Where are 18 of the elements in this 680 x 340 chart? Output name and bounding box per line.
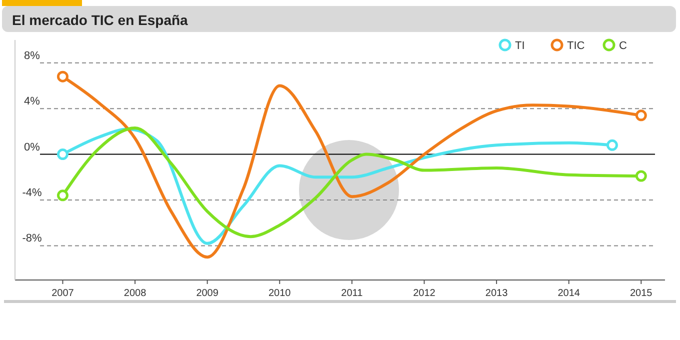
- x-tick-label: 2010: [268, 288, 292, 299]
- y-tick-label: 8%: [24, 50, 40, 62]
- x-tick-label: 2012: [413, 288, 436, 299]
- x-tick-label: 2007: [52, 288, 74, 299]
- x-tick-label: 2015: [630, 288, 653, 299]
- y-tick-label: -4%: [22, 187, 42, 199]
- x-tick-label: 2009: [196, 288, 219, 299]
- y-tick-label: 0%: [24, 141, 40, 154]
- legend-label: C: [619, 40, 627, 52]
- x-tick-label: 2014: [558, 288, 580, 299]
- x-tick-label: 2008: [124, 288, 147, 299]
- x-tick-label: 2013: [485, 288, 508, 299]
- x-tick-label: 2011: [341, 288, 364, 299]
- y-tick-label: -8%: [22, 232, 42, 245]
- chart-title: El mercado TIC en España: [12, 12, 188, 28]
- y-tick-label: 4%: [24, 96, 40, 108]
- legend-label: TI: [515, 40, 525, 52]
- legend-label: TIC: [567, 40, 585, 52]
